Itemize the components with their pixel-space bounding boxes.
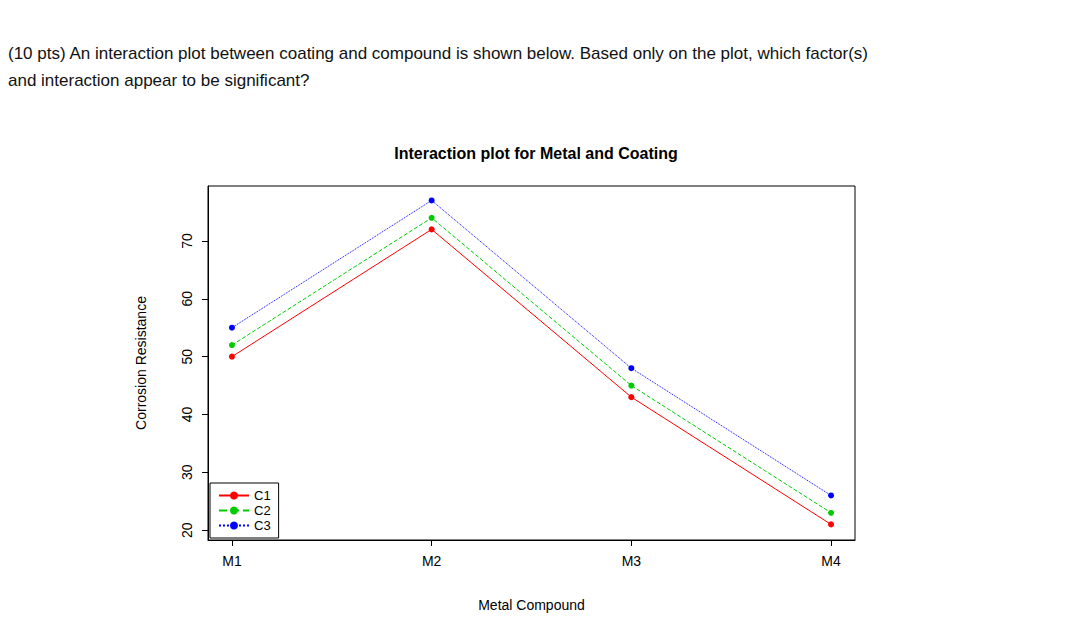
html-text:and interaction appear to be s: and interaction appear to be significant…: [8, 71, 310, 90]
svg-text:M1: M1: [222, 553, 242, 569]
svg-text:Corrosion Resistance: Corrosion Resistance: [133, 296, 149, 430]
svg-text:C2: C2: [254, 503, 271, 518]
svg-text:Interaction plot for Metal and: Interaction plot for Metal and Coating: [394, 145, 678, 162]
svg-text:C3: C3: [254, 518, 271, 533]
svg-text:30: 30: [179, 464, 195, 480]
svg-text:20: 20: [179, 522, 195, 538]
svg-text:70: 70: [179, 233, 195, 249]
html-text:(10 pts) An interaction plot b: (10 pts) An interaction plot between coa…: [8, 44, 868, 63]
svg-text:Metal Compound: Metal Compound: [478, 597, 585, 613]
svg-text:60: 60: [179, 291, 195, 307]
svg-text:M4: M4: [821, 553, 841, 569]
svg-text:C1: C1: [254, 488, 271, 503]
svg-text:50: 50: [179, 349, 195, 365]
svg-text:M3: M3: [622, 553, 642, 569]
svg-text:40: 40: [179, 406, 195, 422]
svg-text:M2: M2: [422, 553, 442, 569]
